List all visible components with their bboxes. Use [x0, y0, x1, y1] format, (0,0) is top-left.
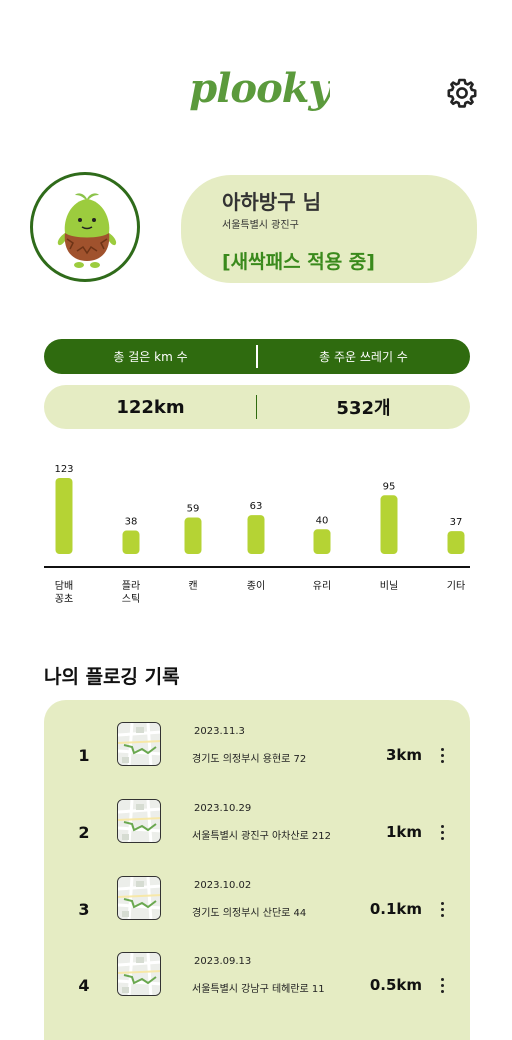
record-index: 3	[78, 899, 90, 919]
logo-text: plooky	[190, 65, 330, 112]
chart-category-label: 종이	[246, 581, 266, 592]
pass-status: [새싹패스 적용 중]	[222, 251, 375, 273]
route-map-thumbnail[interactable]	[117, 722, 161, 766]
route-map-thumbnail[interactable]	[117, 799, 161, 843]
chart-bar	[122, 530, 140, 554]
chart-value-label: 38	[125, 517, 138, 528]
records-title: 나의 플로깅 기록	[44, 666, 180, 688]
stats-value-bar: 122km 532개	[44, 385, 470, 429]
route-map-thumbnail[interactable]	[117, 876, 161, 920]
record-distance: 0.5km	[369, 976, 422, 994]
user-name: 아하방구 님	[222, 190, 321, 214]
more-options-icon[interactable]	[434, 717, 450, 793]
route-map-thumbnail[interactable]	[117, 952, 161, 996]
record-distance: 0.1km	[369, 900, 422, 918]
divider	[256, 345, 258, 368]
trash-category-chart: 123 38 59 63 40 95 37	[54, 464, 465, 554]
record-date: 2023.09.13	[194, 956, 252, 967]
record-distance: 1km	[385, 823, 422, 841]
record-row[interactable]: 2 2023.10.29 서울특별시 광진구 아차산로 212 1km	[44, 794, 470, 870]
divider	[256, 395, 257, 419]
record-index: 1	[78, 745, 90, 765]
chart-bar	[55, 478, 73, 554]
chart-value-label: 37	[450, 517, 463, 528]
chart-category-label: 캔	[188, 581, 198, 592]
chart-bar	[247, 515, 265, 554]
chart-value-label: 95	[383, 481, 396, 492]
chart-category-label: 플라 스틱	[121, 581, 141, 605]
acorn-mascot-icon	[57, 193, 117, 268]
record-distance: 3km	[385, 746, 422, 764]
chart-value-label: 123	[54, 464, 73, 475]
record-date: 2023.10.29	[194, 803, 252, 814]
more-options-icon[interactable]	[434, 947, 450, 1023]
chart-category-label: 유리	[312, 581, 332, 592]
more-options-icon[interactable]	[434, 794, 450, 870]
walk-label: 총 걸은 km 수	[113, 350, 188, 364]
plooky-logo: plooky	[190, 65, 330, 112]
chart-x-axis	[44, 566, 470, 568]
records-list: 1 2023.11.3 경기도 의정부시 용현로 72 3km 2 2023.10.29 서…	[44, 700, 470, 1040]
record-address: 경기도 의정부시 산단로 44	[192, 908, 307, 919]
chart-bar	[380, 495, 398, 554]
record-row[interactable]: 3 2023.10.02 경기도 의정부시 산단로 44 0.1km	[44, 871, 470, 947]
trash-label: 총 주운 쓰레기 수	[319, 350, 408, 364]
chart-bar	[184, 517, 202, 554]
chart-bar	[447, 531, 465, 554]
record-address: 서울특별시 강남구 테헤란로 11	[192, 984, 325, 995]
record-date: 2023.11.3	[194, 726, 245, 737]
avatar	[30, 172, 140, 282]
gear-icon[interactable]	[446, 77, 478, 109]
record-index: 4	[78, 975, 90, 995]
record-date: 2023.10.02	[194, 880, 252, 891]
profile-card	[181, 175, 477, 283]
chart-bar	[313, 529, 331, 554]
chart-category-label: 담배 꽁초	[54, 581, 74, 605]
user-location: 서울특별시 광진구	[222, 220, 299, 231]
record-row[interactable]: 1 2023.11.3 경기도 의정부시 용현로 72 3km	[44, 717, 470, 793]
stats-header-bar: 총 걸은 km 수 총 주운 쓰레기 수	[44, 339, 470, 374]
record-address: 서울특별시 광진구 아차산로 212	[192, 831, 332, 842]
trash-value: 532개	[336, 398, 391, 419]
chart-value-label: 40	[316, 515, 329, 526]
chart-value-label: 63	[250, 501, 263, 512]
chart-category-label: 기타	[446, 581, 466, 592]
record-row[interactable]: 4 2023.09.13 서울특별시 강남구 테헤란로 11 0.5km	[44, 947, 470, 1023]
more-options-icon[interactable]	[434, 871, 450, 947]
chart-category-label: 비닐	[379, 581, 399, 592]
record-address: 경기도 의정부시 용현로 72	[192, 754, 307, 765]
walk-value: 122km	[116, 396, 185, 418]
chart-value-label: 59	[187, 504, 200, 515]
record-index: 2	[78, 822, 90, 842]
